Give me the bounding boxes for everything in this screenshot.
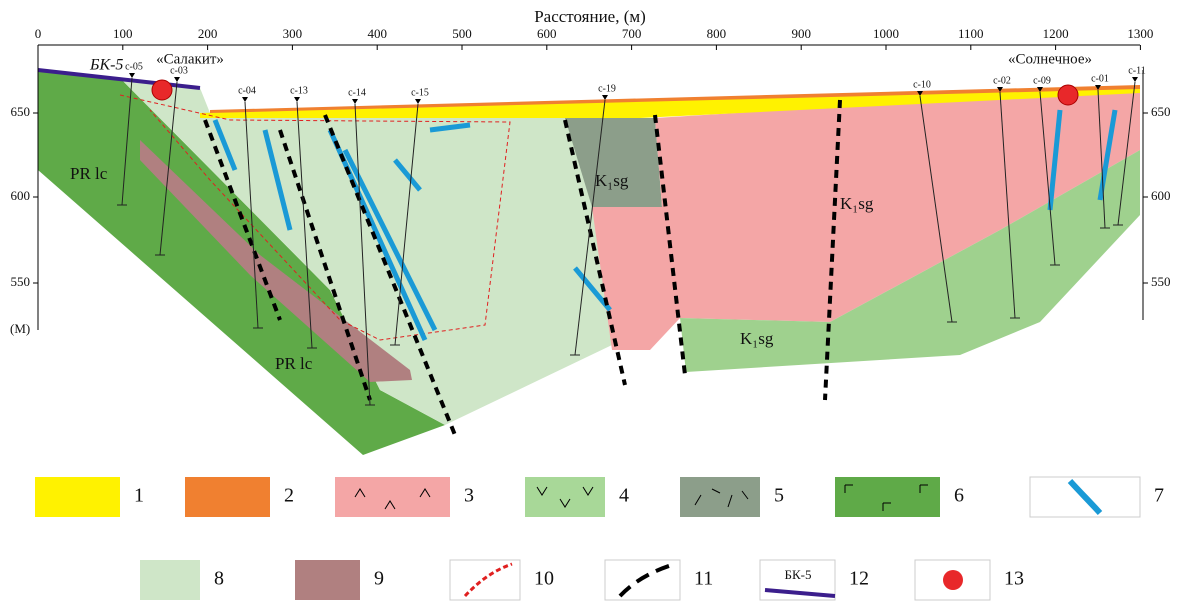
swatch (35, 477, 120, 517)
y-unit: (М) (10, 321, 30, 336)
y-tick-label: 650 (11, 104, 31, 119)
legend-profile-label: БК-5 (785, 567, 812, 582)
legend-item: БК-5 12 (760, 560, 869, 600)
borehole-label: c-01 (1091, 73, 1109, 84)
borehole-label: c-09 (1033, 75, 1051, 86)
legend-item: 5 (680, 477, 784, 517)
legend-label: 10 (534, 568, 554, 590)
legend-label: 3 (464, 485, 474, 507)
y-tick-label: 600 (11, 188, 31, 203)
borehole-label: c-13 (290, 85, 308, 96)
legend-label: 1 (134, 485, 144, 507)
legend-label: 5 (774, 485, 784, 507)
legend-item: 4 (525, 477, 629, 517)
legend-item: 13 (915, 560, 1024, 600)
legend-label: 9 (374, 568, 384, 590)
legend-item: 8 (140, 560, 224, 600)
site-label: «Солнечное» (1008, 51, 1092, 67)
x-tick-label: 1200 (1043, 26, 1069, 41)
unit-label: K₁sg (740, 329, 774, 348)
legend-label: 13 (1004, 568, 1024, 590)
borehole-head (602, 95, 608, 100)
geology (38, 70, 1140, 455)
borehole-head (242, 97, 248, 102)
x-tick-label: 1300 (1127, 26, 1153, 41)
cross-section: Расстояние, (м) (М) БК-5 «Салакит» «Солн… (0, 0, 1184, 612)
legend-label: 11 (694, 568, 713, 590)
legend-item: 3 (335, 477, 474, 517)
borehole-label: c-19 (598, 83, 616, 94)
legend-item: 10 (450, 560, 554, 600)
x-tick-label: 400 (367, 26, 387, 41)
borehole-head (352, 99, 358, 104)
profile-label: БК-5 (89, 57, 123, 74)
unit-label: K₁sg (595, 171, 629, 190)
swatch (140, 560, 200, 600)
unit-label: PR lc (275, 354, 313, 373)
legend-label: 6 (954, 485, 964, 507)
swatch (525, 477, 605, 517)
y-tick-label: 650 (1151, 104, 1171, 119)
axis-title: Расстояние, (м) (534, 7, 646, 26)
legend-label: 8 (214, 568, 224, 590)
x-tick-label: 900 (791, 26, 811, 41)
x-tick-label: 500 (452, 26, 472, 41)
legend-item: 2 (185, 477, 294, 517)
y-tick-label: 550 (11, 274, 31, 289)
swatch (835, 477, 940, 517)
x-tick-label: 1000 (873, 26, 899, 41)
borehole-label: c-02 (993, 75, 1011, 86)
x-tick-label: 800 (707, 26, 727, 41)
y-tick-label: 550 (1151, 274, 1171, 289)
y-tick-label: 600 (1151, 188, 1171, 203)
x-tick-label: 600 (537, 26, 557, 41)
legend-item: 7 (1030, 477, 1164, 517)
site-marker (1058, 85, 1078, 105)
legend-label: 4 (619, 485, 629, 507)
borehole-label: c-10 (913, 79, 931, 90)
x-tick-label: 300 (283, 26, 303, 41)
pattern (943, 570, 963, 590)
borehole-head (174, 77, 180, 82)
borehole-label: c-04 (238, 85, 256, 96)
legend-item: 11 (605, 560, 713, 600)
x-tick-label: 100 (113, 26, 133, 41)
legend-label: 7 (1154, 485, 1164, 507)
x-tick-label: 0 (35, 26, 42, 41)
x-tick-label: 200 (198, 26, 218, 41)
x-tick-label: 1100 (958, 26, 984, 41)
legend-item: 9 (295, 560, 384, 600)
borehole-label: c-15 (411, 87, 429, 98)
site-marker (152, 80, 172, 100)
swatch (680, 477, 760, 517)
legend-item: 6 (835, 477, 964, 517)
borehole-head (129, 73, 135, 78)
legend-label: 12 (849, 568, 869, 590)
swatch (295, 560, 360, 600)
legend-item: 1 (35, 477, 144, 517)
unit-label: PR lc (70, 164, 108, 183)
borehole-head (294, 97, 300, 102)
site-label: «Салакит» (156, 51, 224, 67)
borehole-label: c-05 (125, 61, 143, 72)
swatch (335, 477, 450, 517)
borehole-label: c-14 (348, 87, 366, 98)
borehole-head (1132, 77, 1138, 82)
borehole-head (415, 99, 421, 104)
x-tick-label: 700 (622, 26, 642, 41)
borehole-label: c-11 (1128, 65, 1145, 76)
swatch (185, 477, 270, 517)
unit-label: K₁sg (840, 194, 874, 213)
borehole-label: c-03 (170, 65, 188, 76)
legend-label: 2 (284, 485, 294, 507)
